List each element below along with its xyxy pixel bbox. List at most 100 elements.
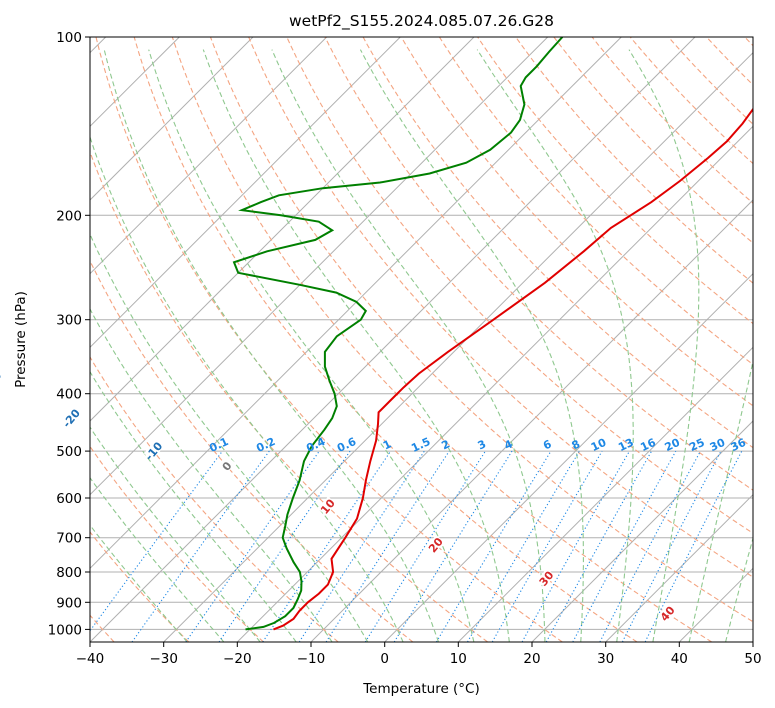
- mixing-ratio-line: [644, 450, 743, 642]
- y-tick-label: 400: [56, 387, 82, 403]
- dry-adiabat: [438, 37, 753, 366]
- moist-adiabat: [359, 49, 584, 642]
- x-tick-label: −40: [76, 651, 105, 667]
- x-tick-label: −20: [223, 651, 252, 667]
- isotherm-gridline: [605, 493, 753, 642]
- mixing-ratio-label: 1: [381, 437, 393, 452]
- isotherm-gridline: [457, 346, 753, 642]
- moist-adiabat: [90, 476, 225, 642]
- y-tick-label: 700: [56, 531, 82, 547]
- y-tick-label: 500: [56, 444, 82, 460]
- dry-adiabat: [591, 37, 753, 204]
- dry-adiabat: [744, 37, 753, 47]
- mixing-ratio-label: 16: [638, 436, 658, 454]
- dry-adiabat: [553, 37, 753, 244]
- mixing-ratio-label: 30: [708, 436, 728, 454]
- y-tick-label: 800: [56, 565, 82, 581]
- moist-adiabat: [628, 49, 700, 642]
- dry-adiabat: [667, 37, 753, 125]
- dry-adiabat: [477, 37, 753, 325]
- dry-adiabat-label-bg: [317, 496, 337, 516]
- dry-adiabat-label-bg: [536, 568, 556, 588]
- mixing-ratio-lines: [90, 450, 743, 642]
- moist-adiabat: [103, 49, 440, 642]
- dry-adiabat-label: 40: [658, 604, 678, 624]
- x-tick-label: 50: [744, 651, 761, 667]
- mixing-ratio-label: 20: [663, 436, 683, 454]
- dewpoint-profile-line: [232, 37, 564, 631]
- isotherm-gridline: [90, 37, 622, 570]
- dry-adiabat: [90, 355, 339, 642]
- moist-adiabat: [90, 135, 404, 642]
- dry-adiabat: [90, 445, 264, 642]
- chart-title: wetPf2_S155.2024.085.07.26.G28: [289, 12, 554, 31]
- mixing-ratio-line: [262, 450, 392, 642]
- mixing-ratio-line: [131, 450, 270, 642]
- dry-adiabat-label-bg: [61, 408, 81, 428]
- y-tick-label: 300: [56, 313, 82, 329]
- mixing-ratio-line: [393, 450, 513, 642]
- dry-adiabat: [324, 37, 753, 491]
- dry-adiabat: [209, 37, 753, 623]
- mixing-ratio-label: 6: [541, 437, 554, 452]
- isotherm-gridline: [90, 37, 549, 496]
- mixing-ratio-line: [491, 450, 603, 642]
- mixing-ratio-line: [90, 450, 223, 632]
- mixing-ratio-label: 36: [729, 436, 749, 454]
- mixing-ratio-line: [218, 450, 351, 642]
- dry-adiabat: [515, 37, 753, 284]
- dry-adiabat-label-bg: [217, 456, 236, 476]
- dry-adiabats: [90, 37, 753, 642]
- isotherm-gridline: [678, 567, 753, 642]
- mixing-ratio-label: 0.1: [207, 435, 230, 455]
- dry-adiabat-label: 30: [537, 568, 557, 588]
- moist-adiabat: [725, 536, 753, 642]
- mixing-ratio-label: 3: [476, 437, 488, 452]
- isotherm-gridline: [310, 199, 753, 642]
- moist-adiabat: [90, 370, 297, 642]
- moist-adiabat: [688, 358, 753, 642]
- dry-adiabat: [90, 259, 414, 642]
- mixing-ratio-label: 0.4: [304, 435, 327, 455]
- dry-adiabat-label: -20: [60, 406, 83, 430]
- moist-adiabat: [90, 307, 333, 642]
- x-tick-label: 20: [523, 651, 540, 667]
- mixing-ratio-label: 8: [570, 437, 582, 452]
- x-tick-label: 30: [597, 651, 614, 667]
- dry-adiabat: [286, 37, 753, 534]
- moist-adiabat: [90, 426, 261, 642]
- dry-adiabat-label-bg: [425, 534, 445, 555]
- mixing-ratio-label: 0.2: [254, 435, 277, 455]
- isotherm-gridline: [531, 420, 753, 642]
- y-tick-label: 900: [56, 595, 82, 611]
- x-tick-label: −10: [297, 651, 326, 667]
- dry-adiabat-label-bg: [143, 441, 163, 461]
- mixing-ratio-line: [467, 450, 580, 642]
- dry-adiabat: [362, 37, 753, 449]
- axes: −40 −30 −20 −10 0 10 20 30 40 5010020030040050060…: [48, 30, 762, 667]
- x-tick-label: 40: [671, 651, 688, 667]
- isotherm-gridline: [90, 37, 328, 275]
- mixing-ratio-line: [621, 450, 722, 642]
- x-tick-label: 0: [380, 651, 389, 667]
- moist-adiabat: [148, 49, 475, 642]
- dry-adiabat: [400, 37, 753, 407]
- isotherm-gridline: [752, 641, 753, 642]
- y-tick-label: 1000: [48, 622, 82, 638]
- dry-adiabat: [90, 150, 488, 642]
- isotherm-gridline: [90, 37, 401, 349]
- mixing-ratio-label: 0.6: [335, 435, 358, 455]
- sounding-lines: [232, 37, 753, 631]
- dry-adiabat: [706, 37, 753, 86]
- grid-layer: [90, 37, 753, 642]
- plot-frame: [89, 36, 754, 643]
- y-tick-label: 200: [56, 208, 82, 224]
- y-axis-label: Pressure (hPa): [13, 291, 29, 388]
- mixing-ratio-line: [599, 450, 701, 642]
- mixing-ratio-label: 1.5: [409, 435, 432, 455]
- mixing-ratio-line: [435, 450, 552, 642]
- dry-adiabat: [133, 37, 638, 642]
- isotherm-gridline: [90, 37, 475, 422]
- y-tick-label: 100: [56, 30, 82, 46]
